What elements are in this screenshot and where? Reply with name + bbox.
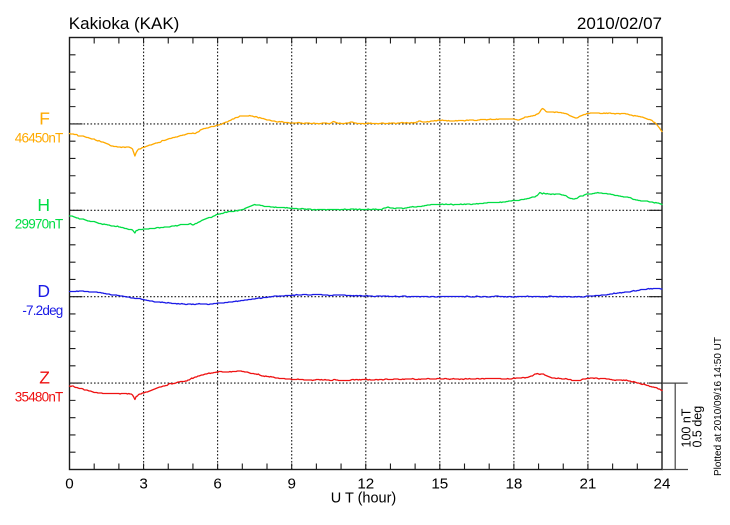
- svg-text:21: 21: [579, 475, 596, 492]
- svg-text:D: D: [37, 281, 50, 301]
- svg-text:29970nT: 29970nT: [15, 217, 63, 232]
- svg-text:24: 24: [654, 475, 671, 492]
- svg-text:U T (hour): U T (hour): [331, 491, 397, 507]
- svg-text:46450nT: 46450nT: [15, 130, 63, 145]
- svg-text:3: 3: [139, 475, 147, 492]
- svg-text:6: 6: [213, 475, 221, 492]
- svg-text:2010/02/07: 2010/02/07: [577, 14, 662, 33]
- svg-text:12: 12: [357, 475, 374, 492]
- svg-text:-7.2deg: -7.2deg: [22, 303, 62, 318]
- svg-text:Z: Z: [39, 368, 50, 388]
- svg-text:H: H: [37, 195, 50, 215]
- svg-text:F: F: [39, 108, 50, 128]
- svg-text:18: 18: [505, 475, 522, 492]
- svg-text:0: 0: [65, 475, 73, 492]
- svg-text:15: 15: [431, 475, 448, 492]
- svg-text:Kakioka (KAK): Kakioka (KAK): [69, 14, 180, 33]
- svg-text:0.5 deg: 0.5 deg: [691, 406, 705, 448]
- svg-text:Plotted at 2010/09/16 14:50 UT: Plotted at 2010/09/16 14:50 UT: [713, 337, 724, 476]
- svg-text:35480nT: 35480nT: [15, 390, 63, 405]
- svg-text:9: 9: [287, 475, 295, 492]
- svg-text:100 nT: 100 nT: [680, 408, 694, 447]
